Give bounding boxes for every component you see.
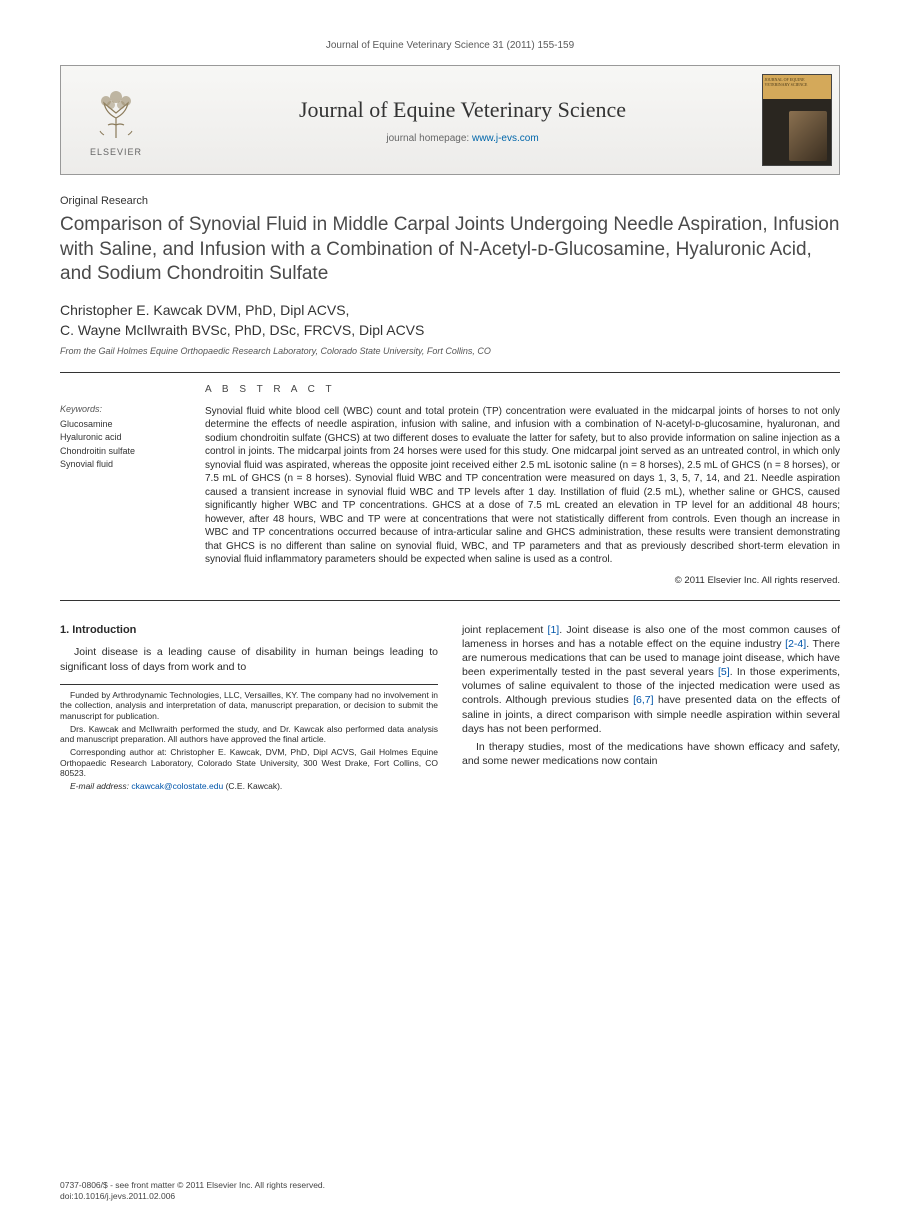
body-columns: 1. Introduction Joint disease is a leadi… bbox=[60, 623, 840, 794]
homepage-link[interactable]: www.j-evs.com bbox=[472, 133, 539, 144]
left-paragraph: Joint disease is a leading cause of disa… bbox=[60, 645, 438, 673]
journal-cover-icon: JOURNAL OF EQUINE VETERINARY SCIENCE bbox=[762, 74, 832, 166]
right-column: joint replacement [1]. Joint disease is … bbox=[462, 623, 840, 794]
ref-link[interactable]: [2-4] bbox=[785, 638, 806, 650]
abstract-text: Synovial fluid white blood cell (WBC) co… bbox=[205, 405, 840, 567]
ref-link[interactable]: [1] bbox=[548, 624, 560, 636]
footnote-1: Funded by Arthrodynamic Technologies, LL… bbox=[60, 690, 438, 722]
left-column: 1. Introduction Joint disease is a leadi… bbox=[60, 623, 438, 794]
banner-center: Journal of Equine Veterinary Science jou… bbox=[171, 66, 754, 174]
email-link[interactable]: ckawcak@colostate.edu bbox=[131, 781, 223, 791]
issn-line: 0737-0806/$ - see front matter © 2011 El… bbox=[60, 1180, 840, 1191]
abstract-block: Keywords: Glucosamine Hyaluronic acid Ch… bbox=[60, 372, 840, 600]
publisher-name: ELSEVIER bbox=[90, 147, 142, 157]
footnote-4: E-mail address: ckawcak@colostate.edu (C… bbox=[60, 781, 438, 792]
keyword-item: Synovial fluid bbox=[60, 458, 191, 472]
abstract-heading: A B S T R A C T bbox=[205, 383, 840, 397]
footnotes: Funded by Arthrodynamic Technologies, LL… bbox=[60, 684, 438, 792]
page-footer: 0737-0806/$ - see front matter © 2011 El… bbox=[60, 1180, 840, 1202]
doi-line: doi:10.1016/j.jevs.2011.02.006 bbox=[60, 1191, 840, 1202]
affiliation: From the Gail Holmes Equine Orthopaedic … bbox=[60, 346, 840, 356]
right-paragraph-1: joint replacement [1]. Joint disease is … bbox=[462, 623, 840, 736]
email-tail: (C.E. Kawcak). bbox=[223, 781, 282, 791]
keywords-column: Keywords: Glucosamine Hyaluronic acid Ch… bbox=[60, 383, 205, 587]
ref-link[interactable]: [6,7] bbox=[633, 694, 653, 706]
keyword-item: Chondroitin sulfate bbox=[60, 445, 191, 459]
journal-name: Journal of Equine Veterinary Science bbox=[299, 97, 626, 123]
cover-title: JOURNAL OF EQUINE VETERINARY SCIENCE bbox=[763, 75, 831, 99]
footnote-2: Drs. Kawcak and McIlwraith performed the… bbox=[60, 724, 438, 745]
journal-banner: ELSEVIER Journal of Equine Veterinary Sc… bbox=[60, 65, 840, 175]
elsevier-logo-icon bbox=[86, 83, 146, 143]
email-label: E-mail address: bbox=[70, 781, 131, 791]
cover-thumb-block: JOURNAL OF EQUINE VETERINARY SCIENCE bbox=[754, 66, 839, 174]
keyword-item: Glucosamine bbox=[60, 418, 191, 432]
article-title: Comparison of Synovial Fluid in Middle C… bbox=[60, 213, 840, 287]
cover-image-icon bbox=[789, 111, 827, 161]
abstract-column: A B S T R A C T Synovial fluid white blo… bbox=[205, 383, 840, 587]
authors: Christopher E. Kawcak DVM, PhD, Dipl ACV… bbox=[60, 301, 840, 340]
publisher-block: ELSEVIER bbox=[61, 66, 171, 174]
article-type: Original Research bbox=[60, 195, 840, 207]
author-line-1: Christopher E. Kawcak DVM, PhD, Dipl ACV… bbox=[60, 301, 840, 321]
right-paragraph-2: In therapy studies, most of the medicati… bbox=[462, 740, 840, 768]
ref-link[interactable]: [5] bbox=[718, 666, 730, 678]
footnote-3: Corresponding author at: Christopher E. … bbox=[60, 747, 438, 779]
text-span: joint replacement bbox=[462, 624, 548, 636]
section-title: 1. Introduction bbox=[60, 623, 438, 638]
header-citation: Journal of Equine Veterinary Science 31 … bbox=[60, 40, 840, 51]
keyword-item: Hyaluronic acid bbox=[60, 431, 191, 445]
keywords-label: Keywords: bbox=[60, 403, 191, 417]
homepage-label: journal homepage: bbox=[386, 133, 472, 144]
homepage-line: journal homepage: www.j-evs.com bbox=[386, 133, 538, 144]
abstract-copyright: © 2011 Elsevier Inc. All rights reserved… bbox=[205, 575, 840, 588]
author-line-2: C. Wayne McIlwraith BVSc, PhD, DSc, FRCV… bbox=[60, 321, 840, 341]
